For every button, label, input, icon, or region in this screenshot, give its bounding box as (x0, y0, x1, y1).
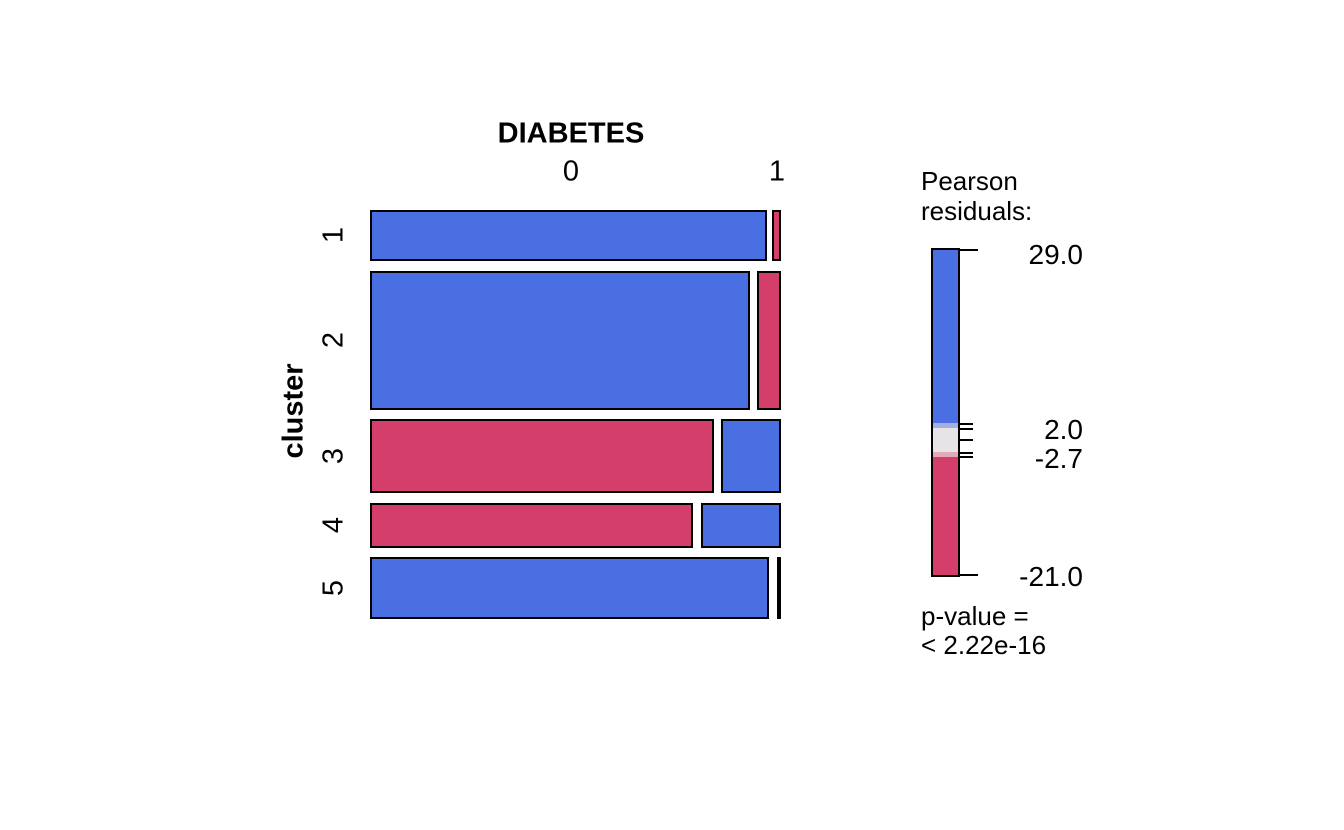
mosaic-cell-r1c1 (772, 210, 781, 261)
mosaic-cell-r3c0 (370, 419, 714, 493)
legend-tick-minor (960, 452, 973, 454)
legend-band-neutral (933, 428, 958, 452)
mosaic-cell-r1c0 (370, 210, 767, 261)
mosaic-cell-r5c0 (370, 557, 769, 619)
legend-tick-label-min: -21.0 (1019, 561, 1083, 592)
legend-tick-minor (960, 456, 973, 458)
row-label-4: 4 (317, 516, 350, 534)
legend-tick-label-max: 29.0 (1028, 239, 1084, 270)
legend-tick-label-upper: 2.0 (1044, 414, 1083, 445)
legend-tick-major (958, 249, 978, 251)
p-value-line-2: < 2.22e-16 (921, 630, 1047, 660)
legend-band-light_positive (933, 423, 958, 428)
y-axis-title: cluster (277, 363, 310, 459)
legend-title-line-2: residuals: (921, 196, 1033, 226)
mosaic-cell-r3c1 (721, 419, 781, 493)
row-label-1: 1 (317, 226, 350, 244)
legend-tick-minor (960, 439, 973, 441)
x-category-label-0: 0 (562, 155, 580, 188)
x-category-label-1: 1 (768, 155, 786, 188)
row-label-5: 5 (317, 579, 350, 597)
mosaic-cell-r4c0 (370, 503, 693, 548)
legend-band-negative (933, 457, 958, 575)
legend-tick-minor (960, 423, 973, 425)
legend-tick-label-lower: -2.7 (1034, 443, 1083, 474)
row-label-2: 2 (317, 331, 350, 349)
legend-colorbar (931, 248, 960, 577)
legend-title-line-1: Pearson (921, 166, 1018, 196)
mosaic-cell-r2c1 (757, 271, 781, 410)
mosaic-cell-r4c1 (701, 503, 781, 548)
legend-title: Pearson residuals: (921, 166, 1032, 226)
legend-band-light_negative (933, 452, 958, 457)
mosaic-cell-r5c1 (777, 557, 781, 619)
legend-tick-major (958, 574, 978, 576)
p-value-text: p-value = < 2.22e-16 (921, 602, 1046, 660)
legend-band-positive (933, 250, 958, 423)
legend-tick-minor (960, 428, 973, 430)
p-value-line-1: p-value = (921, 601, 1029, 631)
x-axis-title: DIABETES (497, 117, 645, 150)
mosaic-cell-r2c0 (370, 271, 750, 410)
row-label-3: 3 (317, 447, 350, 465)
